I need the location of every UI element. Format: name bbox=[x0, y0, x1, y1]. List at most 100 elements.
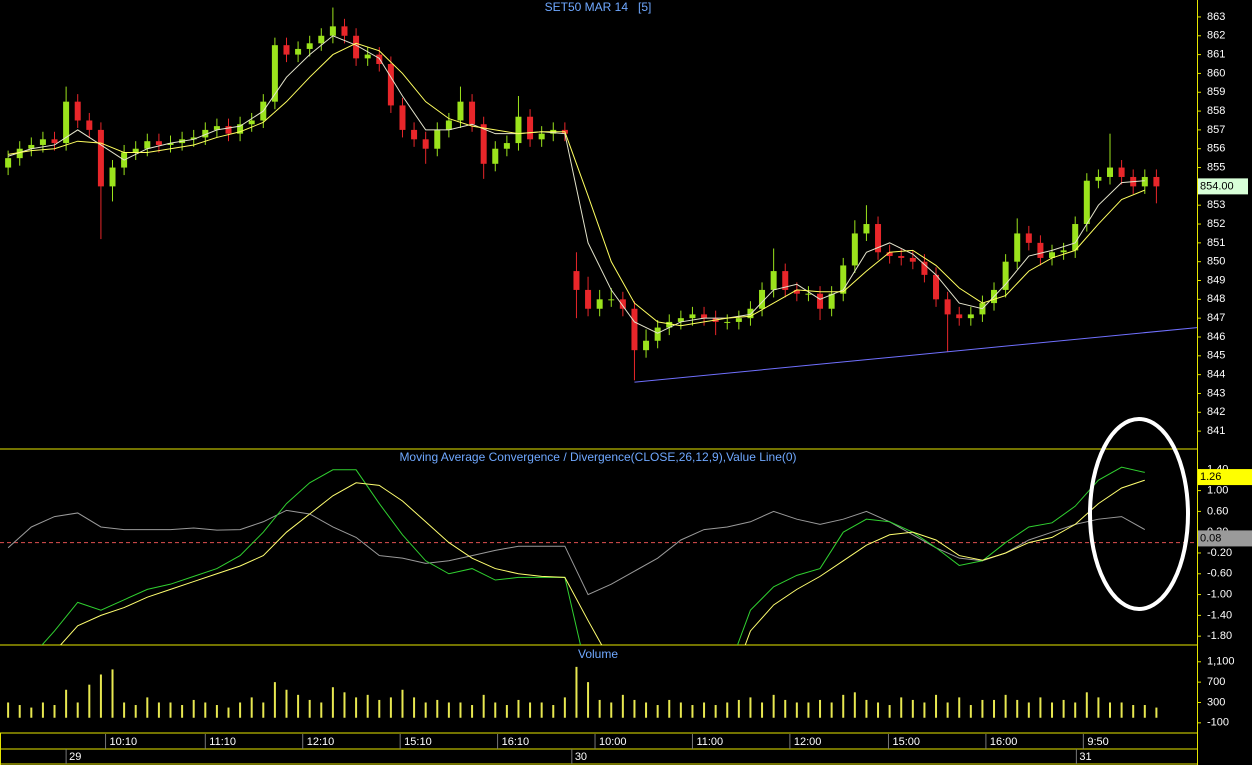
volume-bar bbox=[610, 702, 613, 718]
volume-bar bbox=[65, 689, 68, 718]
volume-bar bbox=[679, 702, 682, 718]
volume-bar bbox=[99, 674, 102, 718]
last-price-label: 854.00 bbox=[1200, 180, 1234, 192]
volume-bar bbox=[273, 682, 276, 718]
volume-bar bbox=[761, 702, 764, 718]
y-tick-label: 844 bbox=[1207, 369, 1225, 381]
volume-bar bbox=[88, 684, 91, 718]
volume-bar bbox=[853, 692, 856, 718]
volume-bar bbox=[262, 702, 265, 718]
candle-body bbox=[28, 144, 35, 149]
candle-body bbox=[747, 308, 754, 319]
candle-body bbox=[387, 64, 394, 106]
volume-bar bbox=[703, 702, 706, 718]
candle-body bbox=[1025, 233, 1032, 243]
y-tick-label: 845 bbox=[1207, 350, 1225, 362]
volume-bar bbox=[1109, 702, 1112, 718]
volume-bar bbox=[250, 697, 253, 718]
volume-bar bbox=[181, 705, 184, 718]
volume-bar bbox=[575, 666, 578, 718]
y-tick-label: 848 bbox=[1207, 293, 1225, 305]
candle-body bbox=[283, 45, 290, 55]
volume-bar bbox=[146, 697, 149, 718]
x-tick-label: 11:00 bbox=[696, 736, 723, 748]
volume-bar bbox=[378, 699, 381, 718]
candle-body bbox=[364, 54, 371, 59]
candle-body bbox=[237, 124, 244, 134]
y-tick-label: 851 bbox=[1207, 237, 1225, 249]
volume-bar bbox=[714, 705, 717, 718]
candle-body bbox=[341, 26, 348, 36]
y-tick-label: 857 bbox=[1207, 124, 1225, 136]
y-tick-label: 862 bbox=[1207, 30, 1225, 42]
y-tick-label: -1.40 bbox=[1207, 609, 1232, 621]
y-tick-label: -1.80 bbox=[1207, 630, 1232, 642]
candle-body bbox=[434, 129, 441, 149]
volume-bar bbox=[157, 702, 160, 718]
candle-body bbox=[1014, 233, 1021, 262]
last-value-label: 1.26 bbox=[1200, 471, 1221, 483]
candle-body bbox=[793, 289, 800, 294]
volume-bar bbox=[772, 694, 775, 718]
volume-bar bbox=[18, 705, 21, 718]
candle-body bbox=[666, 321, 673, 328]
last-price-box bbox=[1198, 178, 1248, 195]
candle-body bbox=[225, 126, 232, 134]
volume-bar bbox=[621, 694, 624, 718]
candle-body bbox=[654, 327, 661, 341]
volume-bar bbox=[726, 702, 729, 718]
candle-body bbox=[828, 293, 835, 309]
volume-bar bbox=[355, 697, 358, 718]
volume-bar bbox=[505, 705, 508, 718]
y-tick-label: -1.00 bbox=[1207, 588, 1232, 600]
candle-body bbox=[909, 257, 916, 262]
volume-bar bbox=[830, 702, 833, 718]
y-tick-label: 863 bbox=[1207, 11, 1225, 23]
volume-bar bbox=[1132, 705, 1135, 718]
last-value-box bbox=[1198, 469, 1252, 486]
candle-body bbox=[1002, 261, 1009, 290]
candle-body bbox=[817, 293, 824, 309]
volume-bar bbox=[587, 682, 590, 718]
macd-line bbox=[41, 466, 1145, 645]
volume-bar bbox=[343, 692, 346, 718]
candle-body bbox=[1095, 176, 1102, 181]
volume-bar bbox=[1085, 692, 1088, 718]
volume-bar bbox=[1097, 697, 1100, 718]
candle-body bbox=[770, 271, 777, 290]
volume-bar bbox=[331, 687, 334, 718]
candle-body bbox=[619, 299, 626, 309]
volume-bar bbox=[53, 705, 56, 718]
labels: 841 842 843 844 845 846 847 848 849 850 851 852 853 8… bbox=[69, 11, 1252, 763]
candle-body bbox=[155, 141, 162, 145]
volume-bar bbox=[7, 702, 10, 718]
volume-bar bbox=[227, 707, 230, 718]
volume-bar bbox=[935, 694, 938, 718]
volume-bar bbox=[1143, 705, 1146, 718]
volume-bar bbox=[900, 697, 903, 718]
candle-body bbox=[353, 35, 360, 59]
x-tick-label: 12:00 bbox=[794, 736, 822, 748]
candle-body bbox=[1107, 167, 1114, 177]
candle-body bbox=[782, 271, 789, 290]
volume-bar bbox=[308, 699, 311, 718]
candle-body bbox=[631, 308, 638, 351]
moving-average-line bbox=[8, 42, 1145, 327]
candle-body bbox=[921, 261, 928, 275]
candle-body bbox=[503, 143, 510, 149]
candle-body bbox=[875, 224, 882, 253]
volume-bar bbox=[482, 694, 485, 718]
y-tick-label: 847 bbox=[1207, 312, 1225, 324]
volume-bar bbox=[1074, 702, 1077, 718]
volume-bar bbox=[413, 697, 416, 718]
candle-body bbox=[248, 120, 255, 125]
volume-bar bbox=[111, 669, 114, 718]
candle-body bbox=[39, 139, 46, 145]
volume-bar bbox=[807, 702, 810, 718]
candle-body bbox=[967, 314, 974, 319]
candle-body bbox=[445, 120, 452, 130]
volume-bar bbox=[366, 694, 369, 718]
volume-bar bbox=[923, 702, 926, 718]
